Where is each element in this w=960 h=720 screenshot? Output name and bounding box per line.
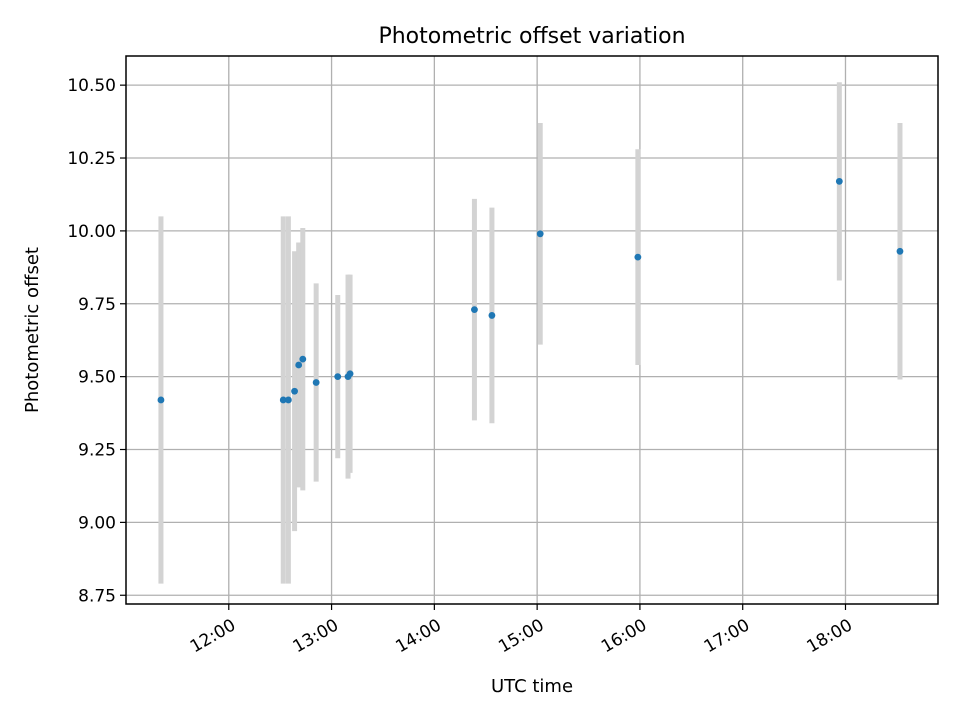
data-point	[285, 396, 292, 404]
y-tick-label: 9.75	[78, 295, 116, 315]
y-tick-label: 10.50	[67, 76, 116, 96]
y-tick-label: 9.25	[78, 441, 116, 461]
y-tick-label: 10.25	[67, 149, 116, 169]
y-axis-ticks: 8.75 9.00 9.25 9.50 9.75 10.00 10.25 10.50	[67, 76, 126, 606]
y-tick-label: 8.75	[78, 586, 116, 606]
data-points	[157, 177, 904, 404]
data-point	[295, 361, 303, 369]
data-point	[334, 373, 342, 381]
chart-title: Photometric offset variation	[378, 24, 685, 49]
data-point	[835, 177, 843, 185]
data-point	[488, 312, 496, 319]
data-point	[471, 306, 478, 313]
data-point	[291, 387, 298, 395]
data-point	[312, 379, 320, 386]
data-point	[299, 355, 307, 363]
data-point	[279, 396, 287, 404]
data-point	[536, 230, 544, 238]
x-axis-label: UTC time	[491, 676, 573, 697]
y-axis-label: Photometric offset	[22, 247, 43, 413]
y-tick-label: 9.50	[78, 368, 116, 388]
data-point	[896, 247, 904, 255]
data-point	[346, 370, 354, 378]
plot-frame	[125, 55, 939, 605]
data-point	[157, 396, 165, 404]
data-point	[634, 253, 642, 261]
y-tick-label: 10.00	[67, 222, 116, 242]
y-tick-label: 9.00	[78, 513, 116, 533]
